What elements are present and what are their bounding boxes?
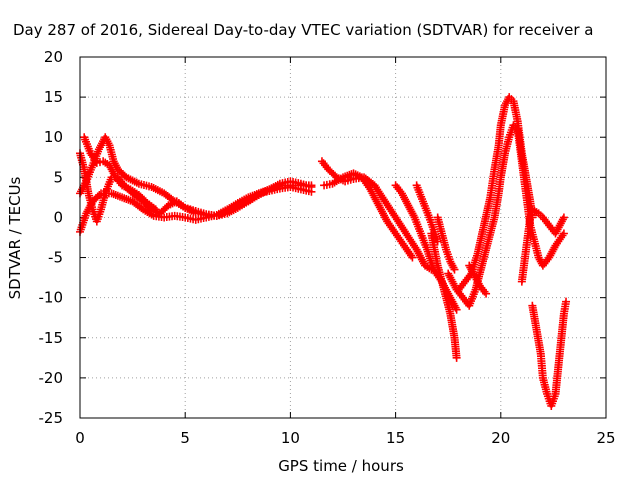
series-3 xyxy=(80,133,160,214)
series-4 xyxy=(317,157,436,274)
data-point xyxy=(95,190,104,199)
series-2 xyxy=(76,182,316,236)
y-tick-label: 5 xyxy=(53,168,63,186)
chart-title: Day 287 of 2016, Sidereal Day-to-day VTE… xyxy=(13,21,594,39)
data-point xyxy=(307,187,316,196)
series-11 xyxy=(454,93,537,294)
y-tick-label: 20 xyxy=(44,48,63,66)
series-13 xyxy=(517,205,568,286)
x-axis-title: GPS time / hours xyxy=(278,457,404,475)
data-point xyxy=(151,205,160,214)
data-points xyxy=(76,93,571,410)
data-point xyxy=(452,305,461,314)
data-point xyxy=(559,213,568,222)
x-tick-label: 10 xyxy=(281,429,300,447)
data-point xyxy=(562,297,571,306)
data-point xyxy=(452,353,461,362)
series-7 xyxy=(412,181,442,246)
series-5 xyxy=(320,169,417,262)
y-tick-label: 15 xyxy=(44,88,63,106)
y-tick-label: -25 xyxy=(39,409,64,427)
y-tick-label: -5 xyxy=(48,249,63,267)
x-tick-label: 15 xyxy=(386,429,405,447)
x-tick-label: 25 xyxy=(596,429,615,447)
y-tick-label: -15 xyxy=(39,329,64,347)
data-point xyxy=(433,237,442,246)
data-point xyxy=(408,253,417,262)
series-8 xyxy=(427,229,461,362)
x-tick-label: 0 xyxy=(75,429,85,447)
series-14 xyxy=(528,297,571,410)
x-tick-label: 5 xyxy=(180,429,190,447)
data-point xyxy=(559,229,568,238)
data-point xyxy=(482,289,491,298)
x-axis-ticks: 0 5 10 15 20 25 xyxy=(75,57,616,447)
y-tick-label: 10 xyxy=(44,128,63,146)
y-tick-label: -10 xyxy=(39,289,64,307)
data-point xyxy=(450,265,459,274)
y-tick-label: 0 xyxy=(53,208,63,226)
x-tick-label: 20 xyxy=(491,429,510,447)
y-tick-label: -20 xyxy=(39,369,64,387)
y-axis-title: SDTVAR / TECUs xyxy=(6,176,24,299)
series-12 xyxy=(465,261,491,298)
y-axis-ticks: -25 -20 -15 -10 -5 0 5 10 15 20 xyxy=(39,48,606,427)
plot-frame xyxy=(79,56,607,419)
series-9 xyxy=(433,213,459,274)
